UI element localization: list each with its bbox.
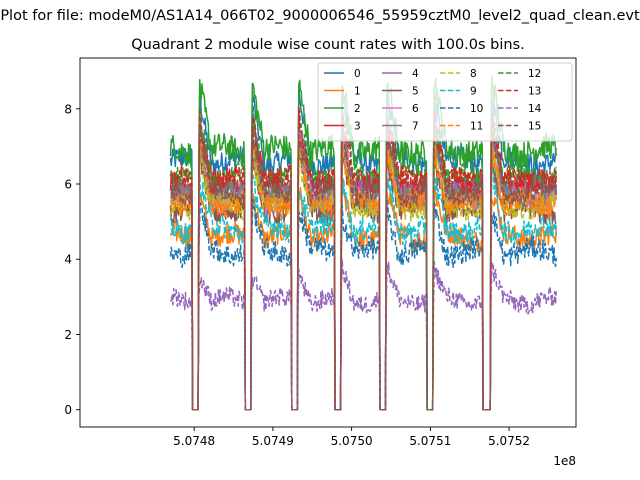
series-line-14 bbox=[169, 258, 558, 411]
figure-suptitle: Plot for file: modeM0/AS1A14_066T02_9000… bbox=[0, 8, 640, 24]
legend-frame bbox=[317, 62, 573, 142]
axes-frame bbox=[79, 57, 577, 428]
legend-label-4: 4 bbox=[412, 68, 419, 80]
legend-label-9: 9 bbox=[470, 86, 477, 98]
y-tick-label: 2 bbox=[64, 328, 72, 342]
series-line-10 bbox=[169, 199, 558, 411]
legend-label-1: 1 bbox=[354, 86, 361, 98]
legend-label-10: 10 bbox=[470, 103, 483, 115]
y-tick-label: 0 bbox=[64, 403, 72, 417]
legend-label-3: 3 bbox=[354, 121, 361, 133]
y-tick-label: 8 bbox=[64, 102, 72, 116]
legend-label-15: 15 bbox=[528, 121, 541, 133]
legend-label-0: 0 bbox=[354, 68, 361, 80]
x-offset-text: 1e8 bbox=[553, 454, 576, 468]
x-tick-label: 5.0748 bbox=[173, 434, 215, 448]
legend-label-7: 7 bbox=[412, 121, 419, 133]
legend-label-12: 12 bbox=[528, 68, 541, 80]
legend-label-5: 5 bbox=[412, 86, 419, 98]
x-tick-label: 5.0752 bbox=[488, 434, 530, 448]
chart-title: Quadrant 2 module wise count rates with … bbox=[131, 37, 525, 53]
x-tick-label: 5.0750 bbox=[331, 434, 373, 448]
legend-label-6: 6 bbox=[412, 103, 419, 115]
y-tick-label: 6 bbox=[64, 178, 72, 192]
legend-label-8: 8 bbox=[470, 68, 477, 80]
legend-label-11: 11 bbox=[470, 121, 483, 133]
x-tick-label: 5.0749 bbox=[252, 434, 294, 448]
legend-label-2: 2 bbox=[354, 103, 361, 115]
y-tick-label: 4 bbox=[64, 253, 72, 267]
legend-label-13: 13 bbox=[528, 86, 541, 98]
legend-label-14: 14 bbox=[528, 103, 542, 115]
x-tick-label: 5.0751 bbox=[409, 434, 451, 448]
